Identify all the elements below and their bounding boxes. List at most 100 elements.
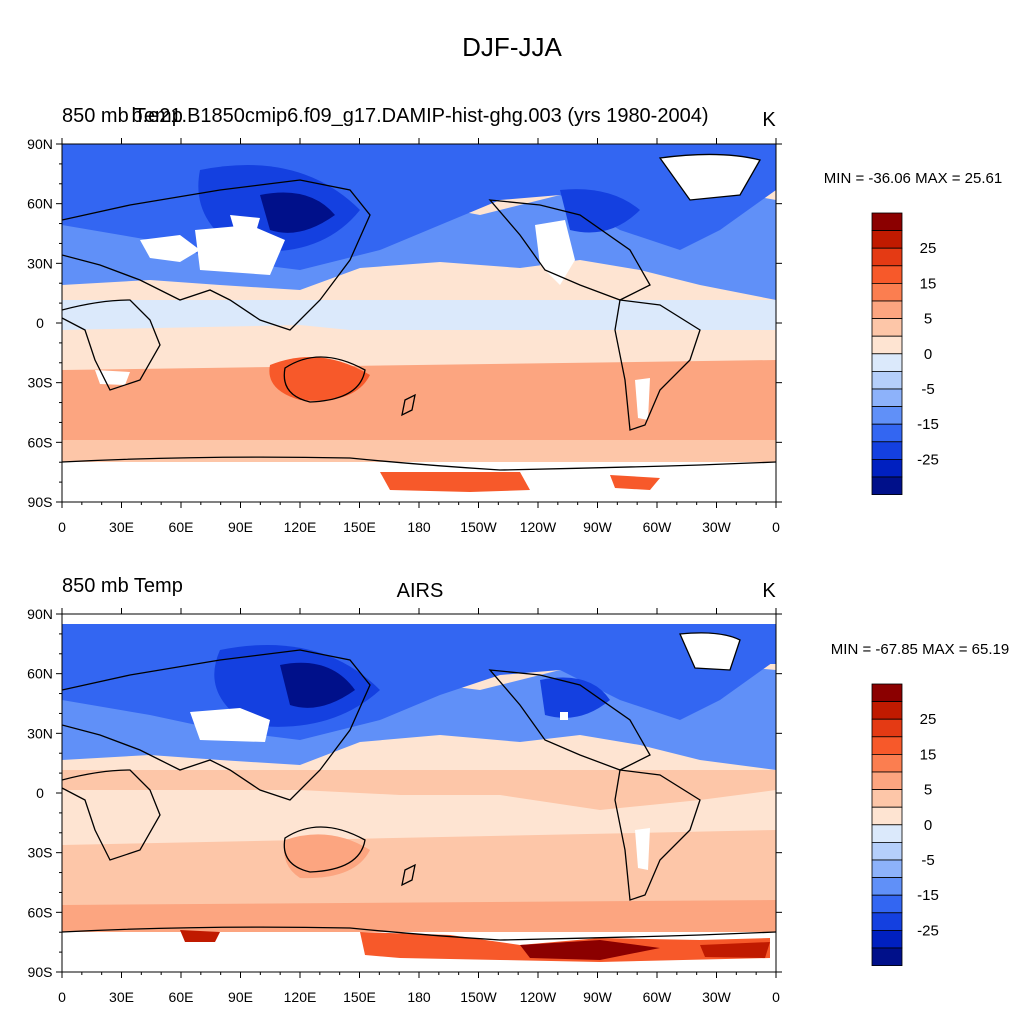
- panel2-lat-label: 90N: [27, 606, 53, 622]
- panel1-lon-label: 120E: [284, 519, 317, 535]
- panel2-lat-label: 30N: [27, 725, 53, 741]
- panel1-colorbar-swatch: [871, 212, 903, 232]
- panel1-lon-label: 90E: [228, 519, 253, 535]
- panel1-colorbar-level-label: 15: [920, 275, 937, 292]
- panel1-lon-label: 180: [407, 519, 431, 535]
- panel2-colorbar-swatch: [871, 789, 903, 808]
- panel2-colorbar-swatch: [871, 912, 903, 931]
- panel1-colorbar-swatch: [871, 318, 903, 337]
- panel1-colorbar-swatch: [871, 230, 903, 249]
- panel2-lon-label: 60W: [643, 989, 673, 1005]
- panel1-lat-label: 90S: [28, 494, 53, 510]
- panel2-colorbar-swatch: [871, 894, 903, 914]
- panel2-colorbar-level-label: 25: [920, 711, 937, 728]
- panel2-lon-label: 180: [407, 989, 431, 1005]
- panel1-lat-label: 60N: [27, 196, 53, 212]
- panel1-map: [62, 144, 776, 502]
- panel1-lon-label: 150E: [343, 519, 376, 535]
- panel2-lon-label: 150W: [460, 989, 497, 1005]
- panel2-left-title: 850 mb Temp: [62, 575, 183, 597]
- panel1-colorbar-swatch: [871, 282, 903, 302]
- panel1-lon-label: 0: [58, 519, 66, 535]
- panel2-map: [62, 614, 776, 972]
- panel2-colorbar-level-label: -15: [917, 887, 939, 904]
- panel1-stats: MIN = -36.06 MAX = 25.61: [824, 170, 1002, 187]
- panel1-colorbar-swatch: [871, 458, 903, 478]
- panel2-colorbar-swatch: [871, 930, 903, 949]
- panel2-colorbar-swatch: [871, 683, 903, 703]
- panel2-lat-label: 60S: [28, 904, 53, 920]
- panel1-colorbar-swatch: [871, 265, 903, 284]
- panel2-stats: MIN = -67.85 MAX = 65.19: [831, 641, 1009, 658]
- panel2-colorbar-swatch: [871, 754, 903, 773]
- panel1-lat-label: 30S: [28, 375, 53, 391]
- panel1-colorbar-swatch: [871, 335, 903, 355]
- panel2-lon-label: 0: [58, 989, 66, 1005]
- panel2-lon-label: 60E: [169, 989, 194, 1005]
- panel1-colorbar-level-label: -15: [917, 416, 939, 433]
- panel2-colorbar-swatch: [871, 806, 903, 826]
- figure-title: DJF-JJA: [462, 32, 562, 62]
- panel1-colorbar-swatch: [871, 441, 903, 460]
- panel1-colorbar-swatch: [871, 476, 903, 496]
- panel2-colorbar-level-label: 5: [924, 782, 932, 799]
- panel2-colorbar-swatch: [871, 736, 903, 755]
- panel1-lon-label: 60E: [169, 519, 194, 535]
- panel2-colorbar-swatch: [871, 824, 903, 843]
- panel1-colorbar-level-label: 25: [920, 240, 937, 257]
- panel1-colorbar-level-label: -5: [921, 381, 934, 398]
- panel1-lon-label: 120W: [520, 519, 557, 535]
- panel1-lon-label: 60W: [643, 519, 673, 535]
- panel2-lon-label: 90W: [583, 989, 613, 1005]
- panel2-lon-label: 90E: [228, 989, 253, 1005]
- panel1-colorbar-level-label: 0: [924, 346, 932, 363]
- panel1-left-title: 850 mb Temp: [62, 105, 183, 127]
- panel1-units: K: [762, 109, 776, 131]
- panel1-colorbar-swatch: [871, 370, 903, 390]
- panel2-lon-label: 30W: [702, 989, 732, 1005]
- panel2-units: K: [762, 580, 776, 602]
- panel2-colorbar: 25 15 5 0 -5 -15 -25: [871, 683, 939, 967]
- panel2-colorbar-swatch: [871, 947, 903, 967]
- panel1-center-title: b.e21.B1850cmip6.f09_g17.DAMIP-hist-ghg.…: [131, 105, 708, 127]
- panel1-axes: 0 30E 60E 90E 120E 150E 180 150W 120W 90W 60W 30W 09…: [27, 136, 782, 535]
- panel1-colorbar-swatch: [871, 300, 903, 320]
- panel2-colorbar-swatch: [871, 842, 903, 861]
- panel2-colorbar-level-label: -25: [917, 922, 939, 939]
- panel1-colorbar-level-label: 5: [924, 311, 932, 328]
- panel2-lon-label: 0: [772, 989, 780, 1005]
- panel1-colorbar-level-label: -25: [917, 451, 939, 468]
- panel2-lon-label: 30E: [109, 989, 134, 1005]
- panel1-colorbar-swatch: [871, 247, 903, 267]
- panel2-lat-label: 60N: [27, 666, 53, 682]
- panel2-lat-label: 0: [36, 785, 44, 801]
- panel1-lat-label: 0: [36, 315, 44, 331]
- panel2-lon-label: 120W: [520, 989, 557, 1005]
- panel2-colorbar-swatch: [871, 701, 903, 720]
- panel2-colorbar-swatch: [871, 718, 903, 738]
- panel2-colorbar-swatch: [871, 771, 903, 791]
- panel1-colorbar-swatch: [871, 406, 903, 425]
- panel2-lon-label: 120E: [284, 989, 317, 1005]
- panel2-lon-label: 150E: [343, 989, 376, 1005]
- panel1-lat-label: 90N: [27, 136, 53, 152]
- panel1-lon-label: 30E: [109, 519, 134, 535]
- panel2-lat-label: 90S: [28, 964, 53, 980]
- panel2-axes: 0 30E 60E 90E 120E 150E 180 150W 120W 90W 60W 30W 09…: [27, 606, 782, 1005]
- panel1-lon-label: 0: [772, 519, 780, 535]
- panel2-colorbar-level-label: 15: [920, 746, 937, 763]
- panel1-colorbar-swatch: [871, 388, 903, 408]
- panel1-colorbar-swatch: [871, 353, 903, 372]
- panel2-lat-label: 30S: [28, 845, 53, 861]
- panel1-lat-label: 30N: [27, 255, 53, 271]
- panel2-colorbar-swatch: [871, 877, 903, 896]
- panel1-colorbar: 25 15 5 0 -5 -15 -25: [871, 212, 939, 496]
- panel2-center-title: AIRS: [397, 580, 444, 602]
- panel2-colorbar-level-label: 0: [924, 817, 932, 834]
- panel1-lon-label: 150W: [460, 519, 497, 535]
- panel1-lon-label: 30W: [702, 519, 732, 535]
- panel2-colorbar-swatch: [871, 859, 903, 879]
- panel1-lat-label: 60S: [28, 434, 53, 450]
- panel1-lon-label: 90W: [583, 519, 613, 535]
